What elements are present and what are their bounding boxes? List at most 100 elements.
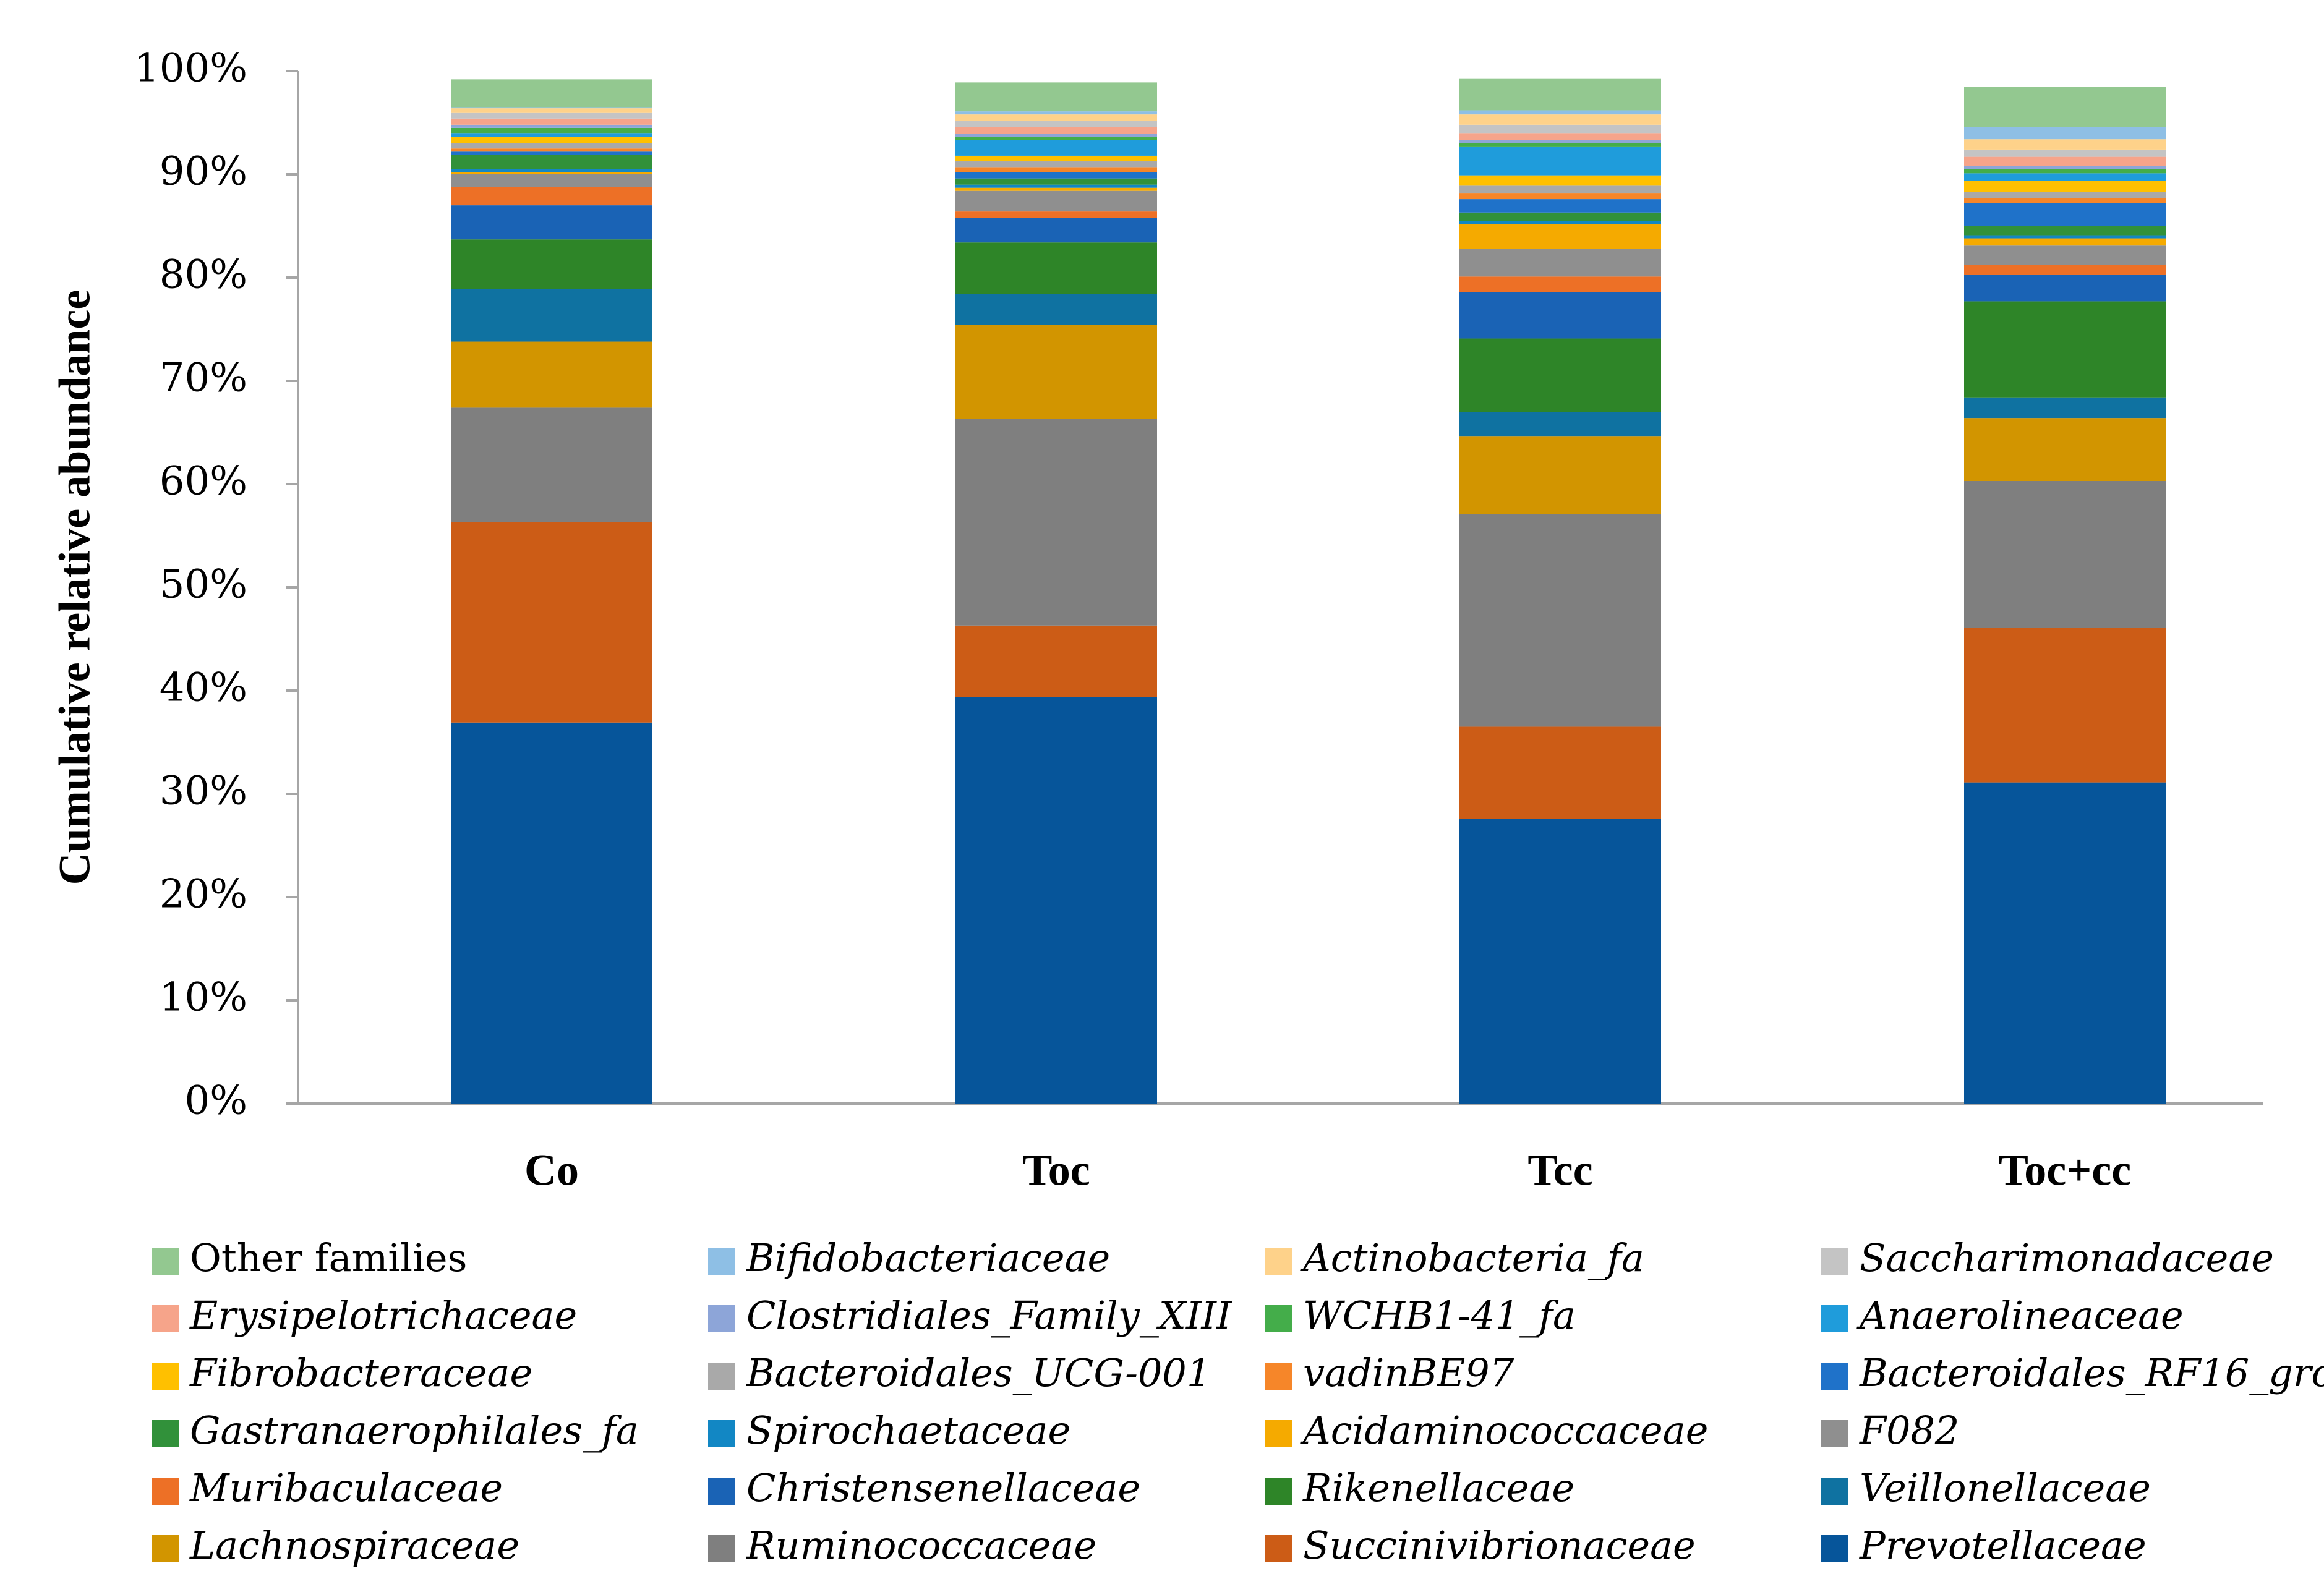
legend-label: Gastranaerophilales_fa: [190, 1408, 639, 1453]
bar-segment-veillonellaceae: [955, 294, 1157, 325]
legend-label: Saccharimonadaceae: [1860, 1235, 2274, 1280]
legend-swatch: [1821, 1478, 1848, 1505]
bar-segment-wchb1-41-fa: [1459, 143, 1661, 147]
legend-item: WCHB1-41_fa: [1265, 1293, 1576, 1338]
legend-label: Fibrobacteraceae: [189, 1350, 532, 1395]
bar-segment-bifidobacteriaceae: [1964, 127, 2166, 140]
bar-segment-ruminococcaceae: [955, 419, 1157, 626]
legend-item: Rikenellaceae: [1265, 1465, 1574, 1510]
bar-segment-muribaculaceae: [955, 211, 1157, 218]
legend-swatch: [1265, 1305, 1292, 1332]
y-tick-label: 60%: [160, 459, 247, 504]
legend-label: Muribaculaceae: [189, 1465, 503, 1510]
bar-segment-vadinbe97: [451, 148, 652, 152]
bar-segment-bacteroidales-ucg-001: [955, 161, 1157, 168]
legend-swatch: [152, 1305, 179, 1332]
legend-item: vadinBE97: [1265, 1350, 1514, 1395]
bar-segment-erysipelotrichaceae: [451, 118, 652, 125]
legend-swatch: [708, 1420, 735, 1447]
legend-swatch: [708, 1363, 735, 1390]
legend-swatch: [1265, 1535, 1292, 1562]
bar-stack-toc: [955, 82, 1157, 1104]
legend-swatch: [708, 1478, 735, 1505]
legend-label: Bacteroidales_RF16_group: [1859, 1350, 2324, 1395]
y-tick-label: 30%: [160, 768, 247, 814]
bar-segment-wchb1-41-fa: [955, 137, 1157, 140]
legend-item: Other families: [152, 1235, 467, 1280]
bar-segment-actinobacteria-fa: [1459, 114, 1661, 125]
bar-segment-succinivibrionaceae: [1459, 726, 1661, 819]
bar-segment-succinivibrionaceae: [451, 522, 652, 723]
bar-segment-christensenellaceae: [451, 205, 652, 240]
bar-segment-rikenellaceae: [451, 239, 652, 289]
bar-segment-acidaminococcaceae: [1459, 224, 1661, 249]
bar-segment-succinivibrionaceae: [1964, 628, 2166, 783]
bar-segment-bacteroidales-rf16-group: [1964, 203, 2166, 226]
y-tick-label: 100%: [134, 46, 247, 92]
bar-segment-prevotellaceae: [451, 722, 652, 1104]
bar-segment-erysipelotrichaceae: [1964, 156, 2166, 166]
legend-swatch: [1265, 1363, 1292, 1390]
bar-segment-christensenellaceae: [955, 218, 1157, 243]
bar-segment-anaerolineaceae: [955, 140, 1157, 156]
bar-segment-rikenellaceae: [955, 242, 1157, 294]
bar-segment-saccharimonadaceae: [1964, 149, 2166, 157]
legend-item: Prevotellaceae: [1821, 1523, 2147, 1568]
bar-segment-ruminococcaceae: [1459, 514, 1661, 727]
bar-segment-bacteroidales-rf16-group: [955, 172, 1157, 179]
bar-segment-spirochaetaceae: [1964, 235, 2166, 239]
legend-swatch: [1265, 1420, 1292, 1447]
legend-label: Erysipelotrichaceae: [189, 1293, 577, 1338]
bar-stack-toc-cc: [1964, 87, 2166, 1104]
bar-segment-bacteroidales-ucg-001: [451, 143, 652, 149]
y-tick-label: 40%: [160, 665, 247, 711]
legend-swatch: [152, 1535, 179, 1562]
bar-segment-lachnospiraceae: [955, 325, 1157, 419]
bar-segment-christensenellaceae: [1964, 274, 2166, 302]
bar-stack-co: [451, 79, 652, 1104]
bar-segment-clostridiales-family-xiii: [1459, 140, 1661, 143]
legend-swatch: [152, 1248, 179, 1275]
bar-segment-vadinbe97: [1459, 193, 1661, 200]
legend-item: Clostridiales_Family_XIII: [708, 1293, 1232, 1338]
bar-segment-bifidobacteriaceae: [1459, 110, 1661, 115]
legend-label: Anaerolineaceae: [1856, 1293, 2184, 1338]
bar-segment-wchb1-41-fa: [1964, 169, 2166, 174]
legend-item: Gastranaerophilales_fa: [152, 1408, 639, 1453]
bar-segment-veillonellaceae: [1964, 397, 2166, 419]
bar-segment-muribaculaceae: [451, 187, 652, 206]
legend-item: Christensenellaceae: [708, 1465, 1140, 1510]
bar-segment-prevotellaceae: [1459, 819, 1661, 1104]
bar-segment-anaerolineaceae: [451, 133, 652, 137]
bar-segment-fibrobacteraceae: [955, 155, 1157, 161]
bar-segment-ruminococcaceae: [1964, 480, 2166, 628]
bar-segment-acidaminococcaceae: [451, 172, 652, 174]
legend-item: Bifidobacteriaceae: [708, 1235, 1110, 1280]
x-tick-label: Co: [524, 1146, 579, 1195]
legend-label: Succinivibrionaceae: [1303, 1523, 1696, 1568]
bar-segment-lachnospiraceae: [451, 341, 652, 408]
legend-item: Anaerolineaceae: [1821, 1293, 2184, 1338]
bar-segment-f082: [955, 190, 1157, 212]
legend-label: WCHB1-41_fa: [1303, 1293, 1576, 1338]
bar-segment-muribaculaceae: [1459, 276, 1661, 292]
legend-swatch: [1821, 1363, 1848, 1390]
legend-item: Bacteroidales_UCG-001: [708, 1350, 1211, 1395]
legend-label: Lachnospiraceae: [189, 1523, 519, 1568]
y-tick-label: 0%: [184, 1078, 247, 1124]
bar-segment-actinobacteria-fa: [451, 108, 652, 113]
bar-segment-gastranaerophilales-fa: [1964, 226, 2166, 236]
legend-swatch: [1265, 1478, 1292, 1505]
bar-segment-prevotellaceae: [1964, 782, 2166, 1104]
x-axis-labels: Co Toc Tcc Toc+cc: [524, 1146, 2131, 1195]
plot-area: 0% 10% 20% 30% 40% 50% 60% 70% 80% 90% 100% Co Toc T…: [134, 46, 2263, 1195]
bar-segment-acidaminococcaceae: [1964, 238, 2166, 246]
bar-segment-fibrobacteraceae: [1964, 181, 2166, 192]
bar-segment-other-families: [451, 79, 652, 108]
legend-swatch: [1821, 1535, 1848, 1562]
y-tick-label: 20%: [160, 872, 247, 917]
bar-segment-erysipelotrichaceae: [955, 127, 1157, 134]
x-tick-label: Toc+cc: [1999, 1146, 2131, 1195]
legend-swatch: [152, 1420, 179, 1447]
legend-swatch: [708, 1248, 735, 1275]
